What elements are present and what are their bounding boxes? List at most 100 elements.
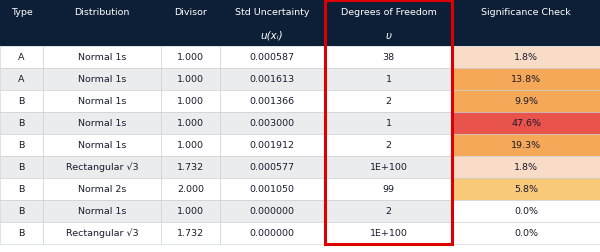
Text: B: B xyxy=(19,206,25,215)
Bar xyxy=(43,46,161,68)
Bar xyxy=(43,68,161,90)
Text: 9.9%: 9.9% xyxy=(514,97,538,106)
Text: Normal 1s: Normal 1s xyxy=(78,118,127,128)
Text: 0.000577: 0.000577 xyxy=(250,163,295,172)
Bar xyxy=(325,200,452,222)
Bar xyxy=(0,46,43,68)
Text: 1.8%: 1.8% xyxy=(514,52,538,61)
Text: 99: 99 xyxy=(383,184,395,194)
Bar xyxy=(452,134,600,156)
Text: 2: 2 xyxy=(386,97,392,106)
Text: 2: 2 xyxy=(386,206,392,215)
Text: 0.000000: 0.000000 xyxy=(250,229,295,237)
Text: Type: Type xyxy=(11,8,32,17)
Bar xyxy=(325,156,452,178)
Bar xyxy=(452,68,600,90)
Bar xyxy=(220,156,325,178)
Bar xyxy=(161,46,220,68)
Text: Normal 1s: Normal 1s xyxy=(78,52,127,61)
Text: B: B xyxy=(19,163,25,172)
Text: 1.000: 1.000 xyxy=(177,75,204,83)
Bar xyxy=(0,68,43,90)
Text: 1: 1 xyxy=(386,118,392,128)
Bar xyxy=(220,68,325,90)
Text: B: B xyxy=(19,184,25,194)
Text: 0.0%: 0.0% xyxy=(514,229,538,237)
Text: 1E+100: 1E+100 xyxy=(370,229,407,237)
Bar xyxy=(325,46,452,68)
Bar xyxy=(452,200,600,222)
Text: 0.000587: 0.000587 xyxy=(250,52,295,61)
Bar xyxy=(452,46,600,68)
Text: 0.0%: 0.0% xyxy=(514,206,538,215)
Text: Normal 1s: Normal 1s xyxy=(78,97,127,106)
Bar xyxy=(220,90,325,112)
Text: B: B xyxy=(19,118,25,128)
Bar xyxy=(161,90,220,112)
Bar xyxy=(0,0,600,46)
Text: 1E+100: 1E+100 xyxy=(370,163,407,172)
Text: 5.8%: 5.8% xyxy=(514,184,538,194)
Text: 38: 38 xyxy=(382,52,395,61)
Bar xyxy=(43,178,161,200)
Text: B: B xyxy=(19,97,25,106)
Text: A: A xyxy=(19,75,25,83)
Text: B: B xyxy=(19,141,25,149)
Bar xyxy=(161,134,220,156)
Text: 0.001366: 0.001366 xyxy=(250,97,295,106)
Bar xyxy=(220,178,325,200)
Text: υ: υ xyxy=(386,31,392,41)
Bar xyxy=(220,222,325,244)
Text: 1.000: 1.000 xyxy=(177,118,204,128)
Text: 2.000: 2.000 xyxy=(177,184,204,194)
Bar xyxy=(325,134,452,156)
Text: 1.000: 1.000 xyxy=(177,141,204,149)
Text: Std Uncertainty: Std Uncertainty xyxy=(235,8,310,17)
Text: Rectangular √3: Rectangular √3 xyxy=(66,162,139,172)
Bar xyxy=(161,68,220,90)
Text: 0.001613: 0.001613 xyxy=(250,75,295,83)
Text: 1.732: 1.732 xyxy=(177,163,204,172)
Bar xyxy=(0,222,43,244)
Text: Significance Check: Significance Check xyxy=(481,8,571,17)
Bar xyxy=(220,112,325,134)
Text: 1.000: 1.000 xyxy=(177,52,204,61)
Bar xyxy=(325,112,452,134)
Bar xyxy=(452,222,600,244)
Bar xyxy=(220,134,325,156)
Text: 1: 1 xyxy=(386,75,392,83)
Bar xyxy=(43,156,161,178)
Text: Normal 1s: Normal 1s xyxy=(78,206,127,215)
Text: Distribution: Distribution xyxy=(74,8,130,17)
Bar xyxy=(220,46,325,68)
Bar xyxy=(0,156,43,178)
Text: Rectangular √3: Rectangular √3 xyxy=(66,228,139,238)
Text: Degrees of Freedom: Degrees of Freedom xyxy=(341,8,436,17)
Text: 0.001050: 0.001050 xyxy=(250,184,295,194)
Text: 0.003000: 0.003000 xyxy=(250,118,295,128)
Bar xyxy=(0,112,43,134)
Text: Divisor: Divisor xyxy=(174,8,207,17)
Text: 19.3%: 19.3% xyxy=(511,141,541,149)
Bar xyxy=(452,156,600,178)
Bar xyxy=(161,200,220,222)
Bar xyxy=(452,112,600,134)
Bar xyxy=(0,134,43,156)
Bar xyxy=(161,112,220,134)
Bar xyxy=(452,178,600,200)
Text: u(xᵢ): u(xᵢ) xyxy=(261,31,283,41)
Bar xyxy=(325,222,452,244)
Bar xyxy=(325,178,452,200)
Bar xyxy=(43,222,161,244)
Bar xyxy=(325,90,452,112)
Text: 47.6%: 47.6% xyxy=(511,118,541,128)
Text: 0.001912: 0.001912 xyxy=(250,141,295,149)
Bar xyxy=(43,200,161,222)
Text: Normal 2s: Normal 2s xyxy=(78,184,127,194)
Text: Normal 1s: Normal 1s xyxy=(78,141,127,149)
Text: 1.732: 1.732 xyxy=(177,229,204,237)
Bar xyxy=(220,200,325,222)
Bar xyxy=(161,222,220,244)
Text: 0.000000: 0.000000 xyxy=(250,206,295,215)
Bar xyxy=(43,90,161,112)
